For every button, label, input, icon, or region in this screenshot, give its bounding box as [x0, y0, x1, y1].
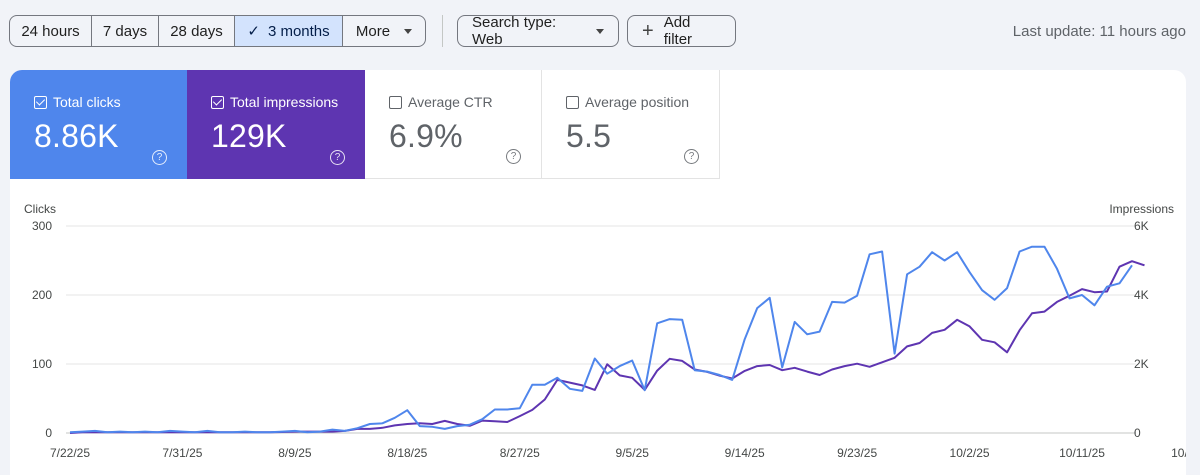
impressions-series-line: [69, 260, 1145, 434]
help-icon[interactable]: ?: [684, 149, 699, 164]
average-ctr-tile[interactable]: Average CTR 6.9% ?: [365, 70, 542, 179]
check-icon: ✓: [247, 23, 260, 40]
performance-chart[interactable]: Clicks Impressions 0 0 100 2K 200 4K 300 6K 7/22/2…: [10, 200, 1186, 475]
add-filter-button[interactable]: + Add filter: [627, 14, 736, 48]
x-tick-label: 10/2/25: [950, 446, 990, 460]
x-tick-label: 9/23/25: [837, 446, 877, 460]
search-type-label: Search type: Web: [472, 14, 557, 48]
clicks-series-line: [69, 245, 1133, 434]
chevron-down-icon: [404, 28, 413, 34]
checkbox-unchecked-icon[interactable]: [566, 95, 579, 109]
add-filter-label: Add filter: [663, 14, 693, 48]
help-icon[interactable]: ?: [330, 150, 345, 165]
range-7-days-button[interactable]: 7 days: [92, 16, 159, 46]
x-tick-label: 7/22/25: [50, 446, 90, 460]
range-label: More: [355, 22, 391, 40]
last-update-text: Last update: 11 hours ago: [1012, 22, 1186, 40]
metric-label: Total clicks: [53, 94, 121, 110]
help-icon[interactable]: ?: [506, 149, 521, 164]
range-3-months-button[interactable]: ✓ 3 months: [235, 16, 343, 46]
range-28-days-button[interactable]: 28 days: [159, 16, 235, 46]
date-range-selector: 24 hours 7 days 28 days ✓ 3 months More: [9, 15, 426, 47]
range-label: 28 days: [170, 22, 223, 40]
y-tick-left-label: 100: [32, 357, 52, 371]
range-label: 7 days: [102, 22, 148, 40]
y-axis-right-title: Impressions: [1109, 202, 1174, 216]
checkbox-checked-icon[interactable]: [211, 95, 224, 109]
metric-value: 129K: [211, 118, 287, 154]
toolbar-divider: [442, 15, 443, 47]
x-tick-label: 10/11/25: [1059, 446, 1105, 460]
chevron-down-icon: [596, 28, 604, 34]
y-tick-right-label: 6K: [1134, 219, 1149, 233]
y-tick-left-label: 0: [45, 426, 52, 440]
x-tick-label: 8/9/25: [278, 446, 312, 460]
help-icon[interactable]: ?: [152, 150, 167, 165]
search-type-dropdown[interactable]: Search type: Web: [457, 14, 619, 48]
range-label: 24 hours: [21, 22, 80, 40]
metric-value: 5.5: [566, 118, 612, 154]
plus-icon: +: [642, 20, 654, 42]
metric-label: Average position: [585, 94, 690, 110]
x-tick-label: 9/5/25: [616, 446, 650, 460]
x-tick-label: 9/14/25: [725, 446, 765, 460]
checkbox-unchecked-icon[interactable]: [389, 95, 402, 109]
y-axis-left-title: Clicks: [24, 202, 56, 216]
x-tick-label: 8/27/25: [500, 446, 540, 460]
metric-label: Total impressions: [230, 94, 339, 110]
performance-card: Total clicks 8.86K ? Total impressions 1…: [10, 70, 1186, 475]
total-clicks-tile[interactable]: Total clicks 8.86K ?: [10, 70, 187, 179]
toolbar: 24 hours 7 days 28 days ✓ 3 months More S…: [9, 14, 1186, 48]
average-position-tile[interactable]: Average position 5.5 ?: [542, 70, 720, 179]
range-24-hours-button[interactable]: 24 hours: [10, 16, 92, 46]
range-label: 3 months: [267, 22, 330, 40]
x-tick-label: 8/18/25: [387, 446, 427, 460]
y-tick-right-label: 4K: [1134, 288, 1149, 302]
checkbox-checked-icon[interactable]: [34, 95, 47, 109]
y-tick-right-label: 0: [1134, 426, 1141, 440]
x-tick-label: 7/31/25: [162, 446, 202, 460]
x-tick-label: 10/20/25: [1171, 446, 1186, 460]
total-impressions-tile[interactable]: Total impressions 129K ?: [187, 70, 365, 179]
range-more-button[interactable]: More: [343, 16, 425, 46]
metric-label: Average CTR: [408, 94, 493, 110]
metric-value: 8.86K: [34, 118, 119, 154]
y-tick-left-label: 200: [32, 288, 52, 302]
y-tick-left-label: 300: [32, 219, 52, 233]
y-tick-right-label: 2K: [1134, 357, 1149, 371]
metric-value: 6.9%: [389, 118, 463, 154]
